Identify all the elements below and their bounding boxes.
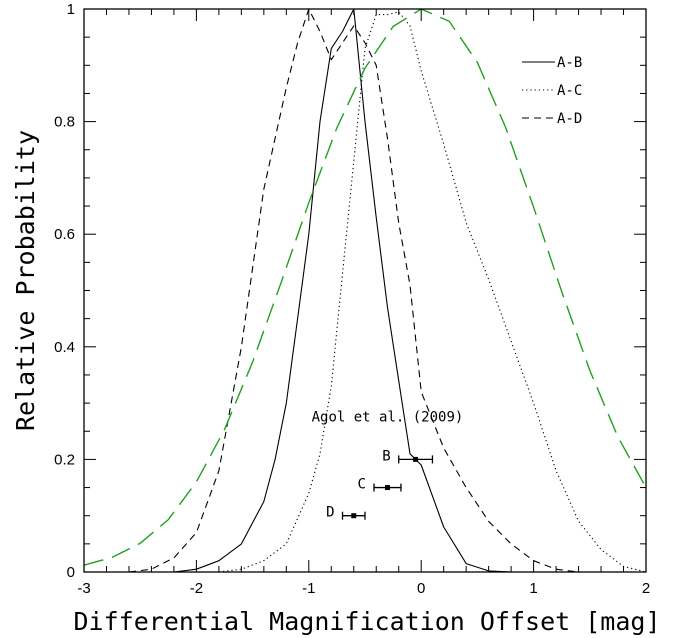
annotation-title: Agol et al. (2009)	[312, 410, 464, 426]
series-line-a-d	[128, 8, 579, 573]
x-tick-label: -1	[302, 580, 315, 597]
point-label: C	[358, 477, 366, 493]
ticks-layer: -3 -2 -1 0 1 2 0 0.2 0.4 0.6 0.8 1	[54, 1, 650, 597]
x-axis-label: Differential Magnification Offset [mag]	[74, 607, 661, 636]
x-tick-label: 0	[417, 580, 425, 597]
legend-label: A-C	[557, 83, 582, 99]
x-tick-label: -2	[190, 580, 203, 597]
y-tick-label: 0.4	[54, 339, 75, 356]
series-layer	[83, 8, 647, 573]
y-tick-label: 1	[67, 1, 75, 18]
x-tick-label: 1	[529, 580, 537, 597]
y-tick-label: 0.8	[54, 114, 75, 131]
data-point	[413, 456, 419, 462]
y-tick-label: 0.2	[54, 451, 75, 468]
y-tick-label: 0.6	[54, 226, 75, 243]
x-tick-label: -3	[77, 580, 90, 597]
annotation-layer: Agol et al. (2009) BC D	[312, 410, 464, 521]
legend-label: A-B	[557, 55, 582, 71]
legend-label: A-D	[557, 111, 582, 127]
data-point	[384, 485, 390, 491]
series-line-a-b	[173, 8, 534, 573]
point-label: D	[326, 505, 334, 521]
x-tick-label: 2	[642, 580, 650, 597]
y-tick-label: 0	[67, 564, 75, 581]
data-point	[351, 513, 357, 519]
series-line-series-4	[83, 8, 647, 566]
y-axis-label: Relative Probability	[11, 130, 40, 431]
point-label: B	[382, 448, 390, 464]
legend: A-B A-C A-D	[522, 55, 582, 127]
